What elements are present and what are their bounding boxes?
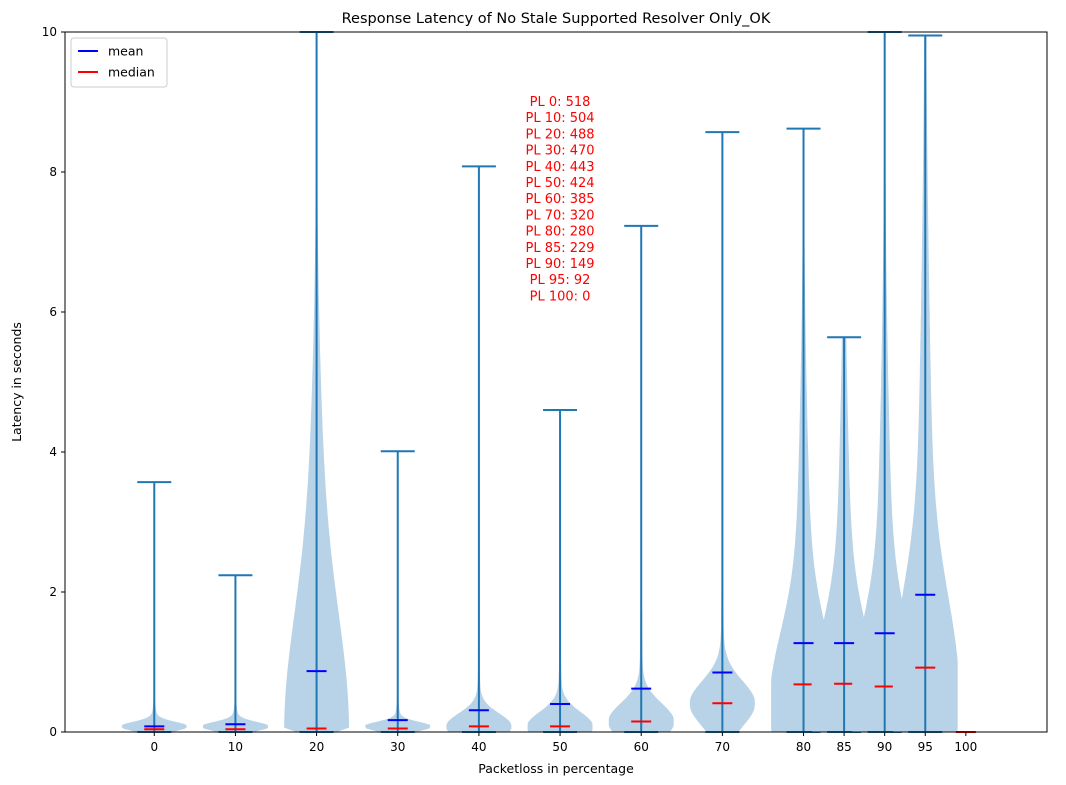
violin-group-0 [121,481,187,733]
y-tick-label: 6 [49,305,57,319]
annotation-line: PL 50: 424 [526,176,595,191]
violin-group-95 [892,34,958,733]
axes: 0 10 20 30 40 50 60 70 80 85 90 95 100 0 2 4 6 8 10 [42,25,978,754]
legend-label-median: median [108,65,155,80]
annotation-line: PL 85: 229 [526,241,595,256]
annotation-line: PL 20: 488 [526,127,595,142]
annotation-line: PL 30: 470 [526,144,595,159]
x-tick-label: 20 [309,740,324,754]
annotation-line: PL 0: 518 [530,95,591,110]
annotation-line: PL 80: 280 [526,225,595,240]
violin-group-40 [446,165,512,733]
x-tick-label: 85 [836,740,851,754]
annotation-line: PL 70: 320 [526,208,595,223]
annotation-line: PL 90: 149 [526,257,595,272]
violin-group-60 [608,224,674,733]
x-tick-label: 90 [877,740,892,754]
x-tick-label: 95 [918,740,933,754]
annotation-line: PL 40: 443 [526,160,595,175]
y-tick-label: 4 [49,445,57,459]
violin-group-20 [284,31,349,733]
y-tick-label: 10 [42,25,57,39]
chart-title: Response Latency of No Stale Supported R… [342,11,771,27]
y-tick-label: 2 [49,585,57,599]
x-tick-label: 30 [390,740,405,754]
violin-group-70 [689,131,755,733]
annotation-line: PL 100: 0 [530,289,591,304]
violin-group-30 [365,450,431,733]
x-tick-label: 40 [471,740,486,754]
x-axis-title: Packetloss in percentage [478,761,634,776]
x-tick-label: 10 [228,740,243,754]
legend-label-mean: mean [108,44,143,59]
violin-group-50 [527,409,593,733]
violin-group-85 [811,336,877,733]
legend: mean median [70,37,168,88]
plot-area [121,31,976,733]
annotation-line: PL 10: 504 [526,111,595,126]
plot-frame [64,31,1048,733]
x-tick-label: 60 [634,740,649,754]
y-axis-title: Latency in seconds [9,322,24,442]
y-tick-label: 8 [49,165,57,179]
x-tick-label: 70 [715,740,730,754]
y-tick-label: 0 [49,725,57,739]
violin-group-10 [203,574,268,733]
x-tick-label: 80 [796,740,811,754]
x-tick-label: 50 [552,740,567,754]
x-tick-label: 100 [954,740,977,754]
annotation-line: PL 60: 385 [526,192,595,207]
x-tick-label: 0 [150,740,158,754]
annotation-line: PL 95: 92 [530,273,591,288]
